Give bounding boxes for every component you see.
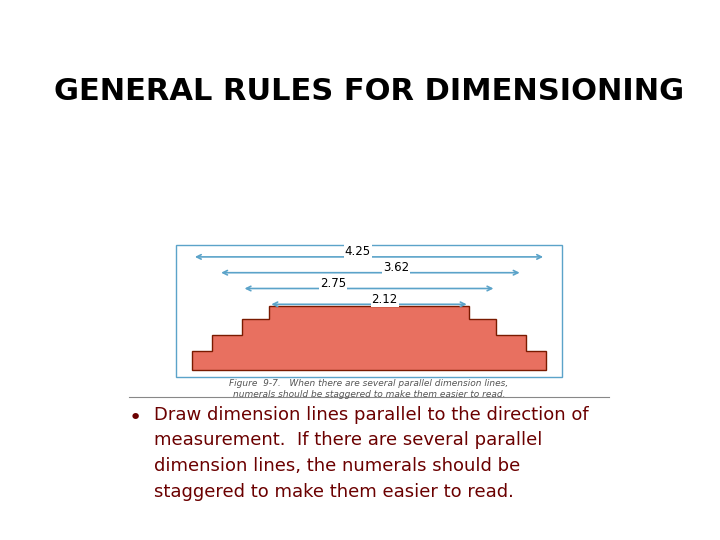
Text: •: • — [129, 408, 143, 428]
Text: Figure  9-7.   When there are several parallel dimension lines,
numerals should : Figure 9-7. When there are several paral… — [230, 379, 508, 399]
Text: GENERAL RULES FOR DIMENSIONING: GENERAL RULES FOR DIMENSIONING — [54, 77, 684, 106]
Text: 2.12: 2.12 — [372, 293, 397, 306]
Text: 2.75: 2.75 — [320, 277, 346, 290]
Bar — [176, 245, 562, 377]
Text: 4.25: 4.25 — [345, 245, 371, 259]
Text: Draw dimension lines parallel to the direction of
measurement.  If there are sev: Draw dimension lines parallel to the dir… — [154, 406, 589, 501]
Text: 3.62: 3.62 — [383, 261, 409, 274]
Polygon shape — [192, 306, 546, 370]
